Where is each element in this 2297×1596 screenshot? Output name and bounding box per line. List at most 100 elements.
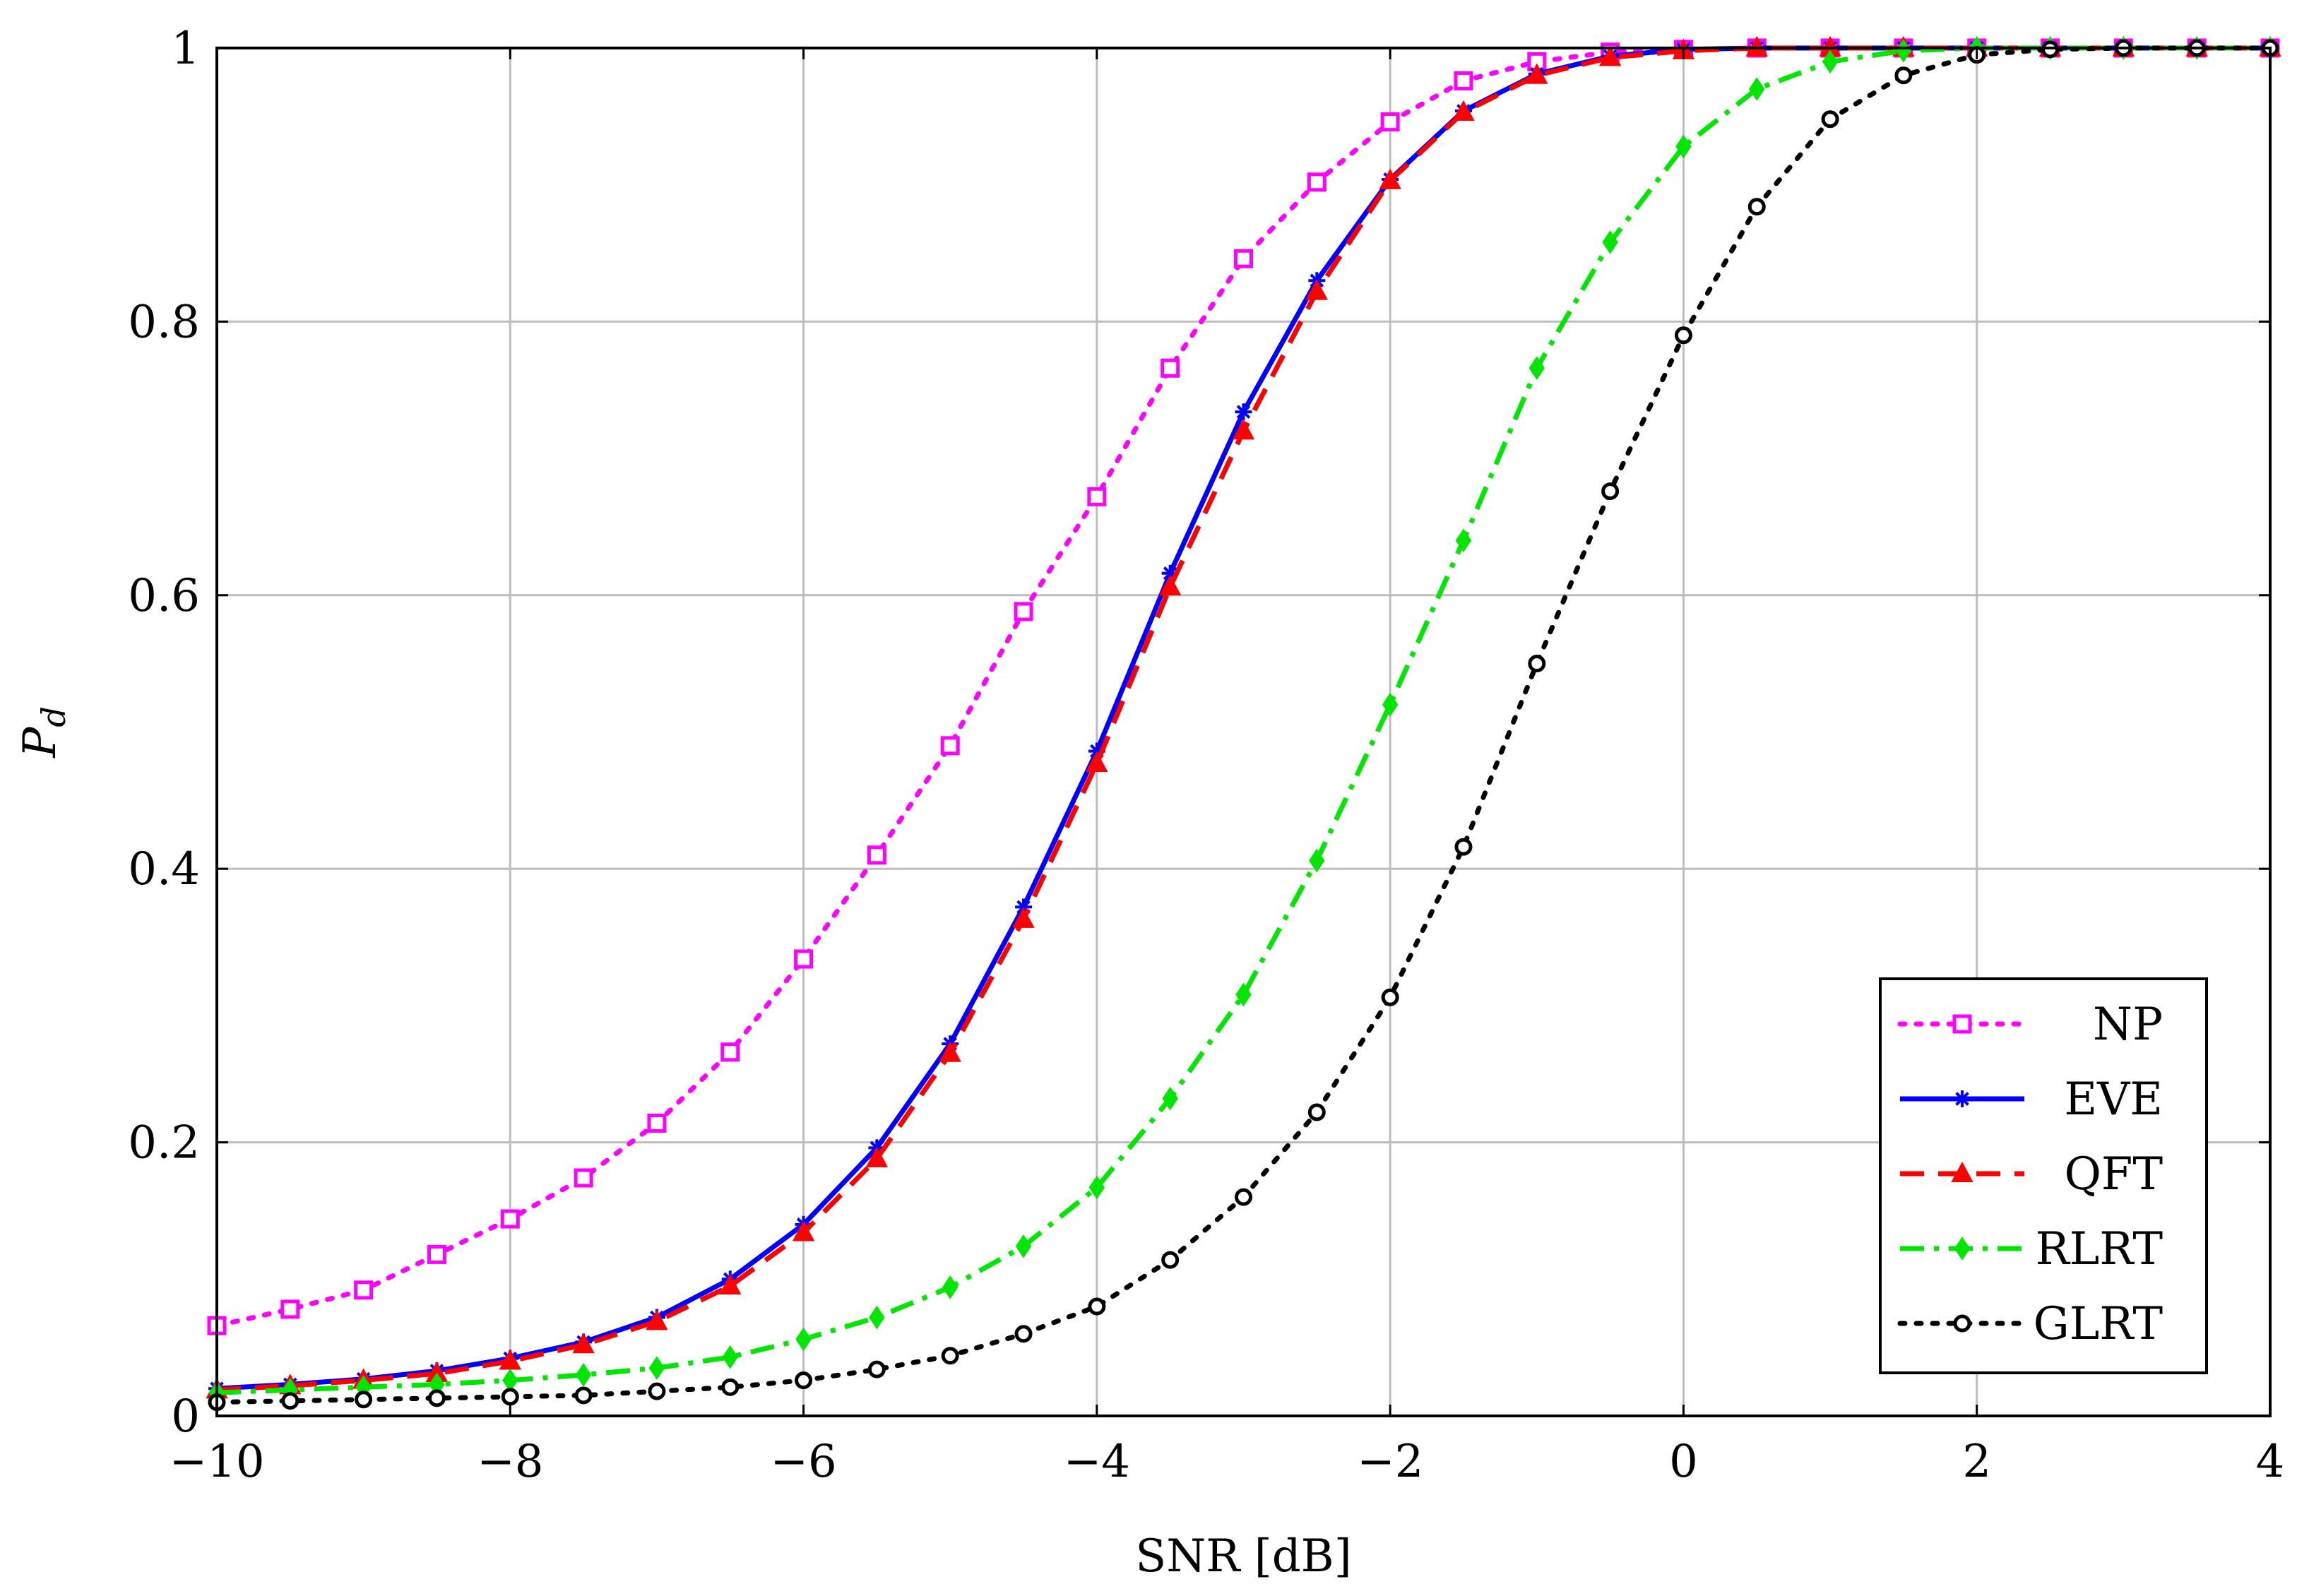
marker-square bbox=[500, 1209, 520, 1229]
marker-diamond bbox=[1162, 1086, 1178, 1111]
data-point bbox=[940, 736, 960, 756]
marker-circle bbox=[941, 1347, 959, 1365]
marker-square bbox=[794, 949, 814, 969]
marker-square bbox=[647, 1113, 667, 1133]
data-point bbox=[865, 1146, 889, 1167]
data-point bbox=[280, 1299, 300, 1319]
y-axis-label: Pd bbox=[14, 706, 73, 758]
data-point bbox=[795, 1371, 813, 1390]
marker-star-stroke bbox=[1955, 1092, 1969, 1106]
data-point bbox=[867, 1360, 886, 1378]
marker-star-stroke bbox=[1090, 744, 1104, 758]
marker-triangle bbox=[1379, 168, 1401, 189]
legend-entry-qft: QFT bbox=[1900, 1148, 2163, 1201]
marker-diamond bbox=[1309, 848, 1325, 873]
data-point bbox=[1954, 1237, 1971, 1261]
marker-triangle bbox=[572, 1333, 595, 1354]
marker-diamond bbox=[1235, 982, 1252, 1007]
data-point bbox=[1747, 198, 1766, 216]
data-point bbox=[1598, 45, 1622, 66]
data-point bbox=[941, 1347, 959, 1365]
marker-diamond bbox=[869, 1305, 885, 1330]
marker-triangle bbox=[1526, 63, 1548, 84]
marker-diamond bbox=[648, 1356, 665, 1381]
data-point bbox=[1232, 419, 1255, 440]
data-point bbox=[1234, 249, 1253, 268]
data-point bbox=[1381, 988, 1399, 1006]
data-point bbox=[647, 1113, 667, 1133]
data-point bbox=[574, 1168, 593, 1188]
data-point bbox=[1012, 907, 1035, 928]
marker-circle bbox=[1894, 66, 1913, 85]
marker-diamond bbox=[942, 1275, 958, 1299]
marker-square bbox=[1014, 602, 1033, 621]
data-point bbox=[720, 1042, 740, 1062]
x-tick-labels: −10 −8 −6 −4 −2 0 2 4 bbox=[169, 1436, 2284, 1488]
marker-diamond bbox=[1954, 1237, 1971, 1261]
marker-circle bbox=[501, 1388, 519, 1406]
marker-diamond bbox=[1088, 1175, 1105, 1200]
marker-star-stroke bbox=[1236, 405, 1251, 419]
marker-square bbox=[427, 1244, 446, 1264]
data-point bbox=[1015, 1234, 1032, 1258]
data-point bbox=[500, 1209, 520, 1229]
data-point bbox=[1455, 528, 1472, 553]
marker-circle bbox=[1381, 988, 1399, 1006]
data-point bbox=[1161, 1251, 1180, 1269]
data-point bbox=[575, 1363, 592, 1387]
data-point bbox=[1161, 358, 1180, 378]
marker-circle bbox=[355, 1390, 373, 1409]
data-point bbox=[1086, 751, 1108, 773]
x-tick-label: −8 bbox=[477, 1436, 543, 1488]
marker-circle bbox=[1161, 1251, 1180, 1269]
y-tick-label: 0.2 bbox=[128, 1117, 200, 1169]
data-point bbox=[1674, 326, 1692, 345]
data-point bbox=[1307, 172, 1326, 192]
legend-entry-np: NP bbox=[1897, 999, 2163, 1051]
marker-circle bbox=[721, 1378, 740, 1396]
data-point bbox=[942, 1275, 958, 1299]
data-point bbox=[648, 1356, 665, 1381]
data-point bbox=[1087, 487, 1107, 506]
marker-circle bbox=[1821, 110, 1839, 129]
marker-diamond bbox=[1529, 356, 1545, 381]
marker-circle bbox=[1674, 326, 1692, 345]
data-point bbox=[1382, 692, 1399, 717]
legend-entry-eve: EVE bbox=[1900, 1073, 2163, 1126]
data-point bbox=[795, 1327, 812, 1352]
marker-triangle bbox=[719, 1273, 742, 1294]
data-point bbox=[574, 1386, 593, 1405]
data-point bbox=[646, 1309, 668, 1330]
data-point bbox=[355, 1390, 373, 1409]
y-tick-label: 0.4 bbox=[128, 843, 200, 895]
axis-ticks bbox=[215, 47, 2272, 1417]
marker-circle bbox=[1454, 838, 1473, 856]
marker-circle bbox=[281, 1392, 299, 1410]
marker-diamond bbox=[722, 1345, 738, 1369]
marker-square bbox=[1307, 172, 1326, 192]
marker-diamond bbox=[1749, 77, 1765, 101]
marker-circle bbox=[648, 1382, 666, 1400]
marker-diamond bbox=[1015, 1234, 1032, 1258]
data-point bbox=[1528, 655, 1546, 673]
marker-diamond bbox=[1382, 692, 1399, 717]
data-point bbox=[722, 1345, 738, 1369]
marker-circle bbox=[427, 1389, 446, 1407]
data-point bbox=[792, 1220, 815, 1241]
data-point bbox=[1235, 403, 1252, 421]
marker-square bbox=[574, 1168, 593, 1188]
y-tick-labels: 0 0.2 0.4 0.6 0.8 1 bbox=[128, 23, 200, 1443]
data-point bbox=[939, 1041, 961, 1062]
data-point bbox=[1159, 575, 1182, 596]
marker-square bbox=[280, 1299, 300, 1319]
data-point bbox=[1454, 71, 1473, 90]
data-point bbox=[1749, 77, 1765, 101]
marker-star-stroke bbox=[1016, 900, 1031, 915]
marker-triangle bbox=[1951, 1161, 1973, 1182]
marker-square bbox=[940, 736, 960, 756]
data-point bbox=[427, 1389, 446, 1407]
data-point bbox=[1529, 356, 1545, 381]
marker-circle bbox=[1014, 1325, 1033, 1343]
x-tick-label: 4 bbox=[2256, 1436, 2285, 1488]
